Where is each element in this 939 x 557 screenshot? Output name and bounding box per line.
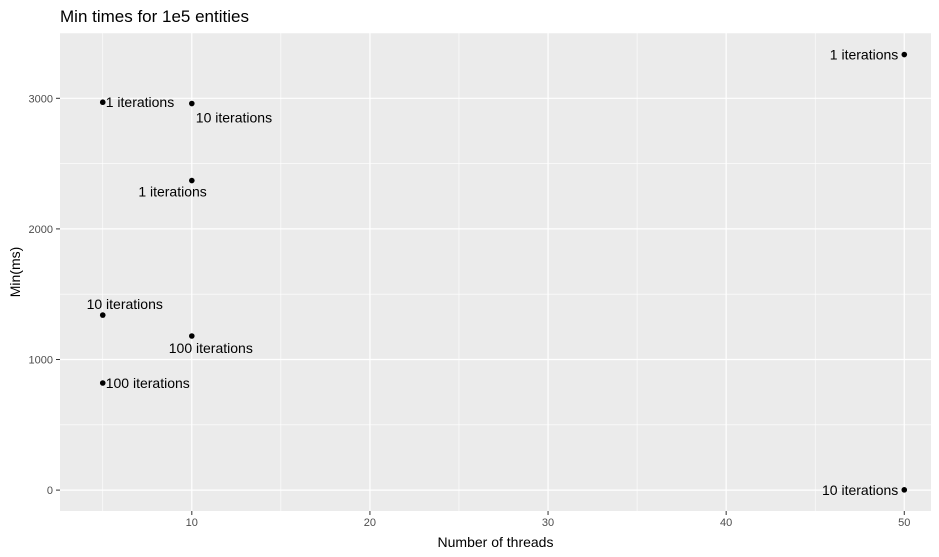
data-point bbox=[189, 333, 195, 339]
y-axis: 0 1000 2000 3000 bbox=[29, 93, 60, 497]
x-tick-label: 20 bbox=[364, 517, 376, 529]
data-point bbox=[99, 99, 106, 106]
data-point bbox=[99, 380, 106, 386]
data-labels: 1 iterations 10 iterations 1 iterations 10 … bbox=[87, 47, 899, 498]
data-label: 10 iterations bbox=[87, 296, 163, 312]
data-label: 1 iterations bbox=[106, 94, 174, 110]
data-label: 100 iterations bbox=[169, 340, 253, 356]
data-label: 100 iterations bbox=[106, 375, 190, 391]
data-point bbox=[189, 100, 195, 107]
minor-gridlines bbox=[60, 32, 931, 511]
plot-panel bbox=[60, 33, 931, 511]
y-tick-label: 2000 bbox=[29, 224, 53, 236]
data-point bbox=[901, 487, 908, 493]
x-tick-label: 50 bbox=[898, 517, 910, 529]
x-axis: 10 20 30 40 50 bbox=[186, 511, 910, 529]
y-axis-title: Min(ms) bbox=[7, 247, 23, 298]
data-label: 10 iterations bbox=[196, 110, 272, 126]
y-tick-label: 3000 bbox=[29, 93, 53, 105]
x-axis-title: Number of threads bbox=[438, 534, 554, 550]
data-points bbox=[99, 51, 908, 493]
y-tick-label: 1000 bbox=[29, 355, 53, 367]
data-point bbox=[901, 51, 908, 58]
data-label: 1 iterations bbox=[138, 184, 206, 200]
x-tick-label: 30 bbox=[542, 517, 554, 529]
data-label: 1 iterations bbox=[830, 47, 898, 63]
data-point bbox=[99, 312, 106, 318]
major-gridlines bbox=[60, 33, 931, 511]
x-tick-label: 10 bbox=[186, 517, 198, 529]
x-tick-label: 40 bbox=[720, 517, 732, 529]
data-label: 10 iterations bbox=[822, 482, 898, 498]
y-tick-label: 0 bbox=[47, 485, 53, 497]
data-point bbox=[189, 177, 195, 184]
chart-title: Min times for 1e5 entities bbox=[60, 7, 249, 26]
